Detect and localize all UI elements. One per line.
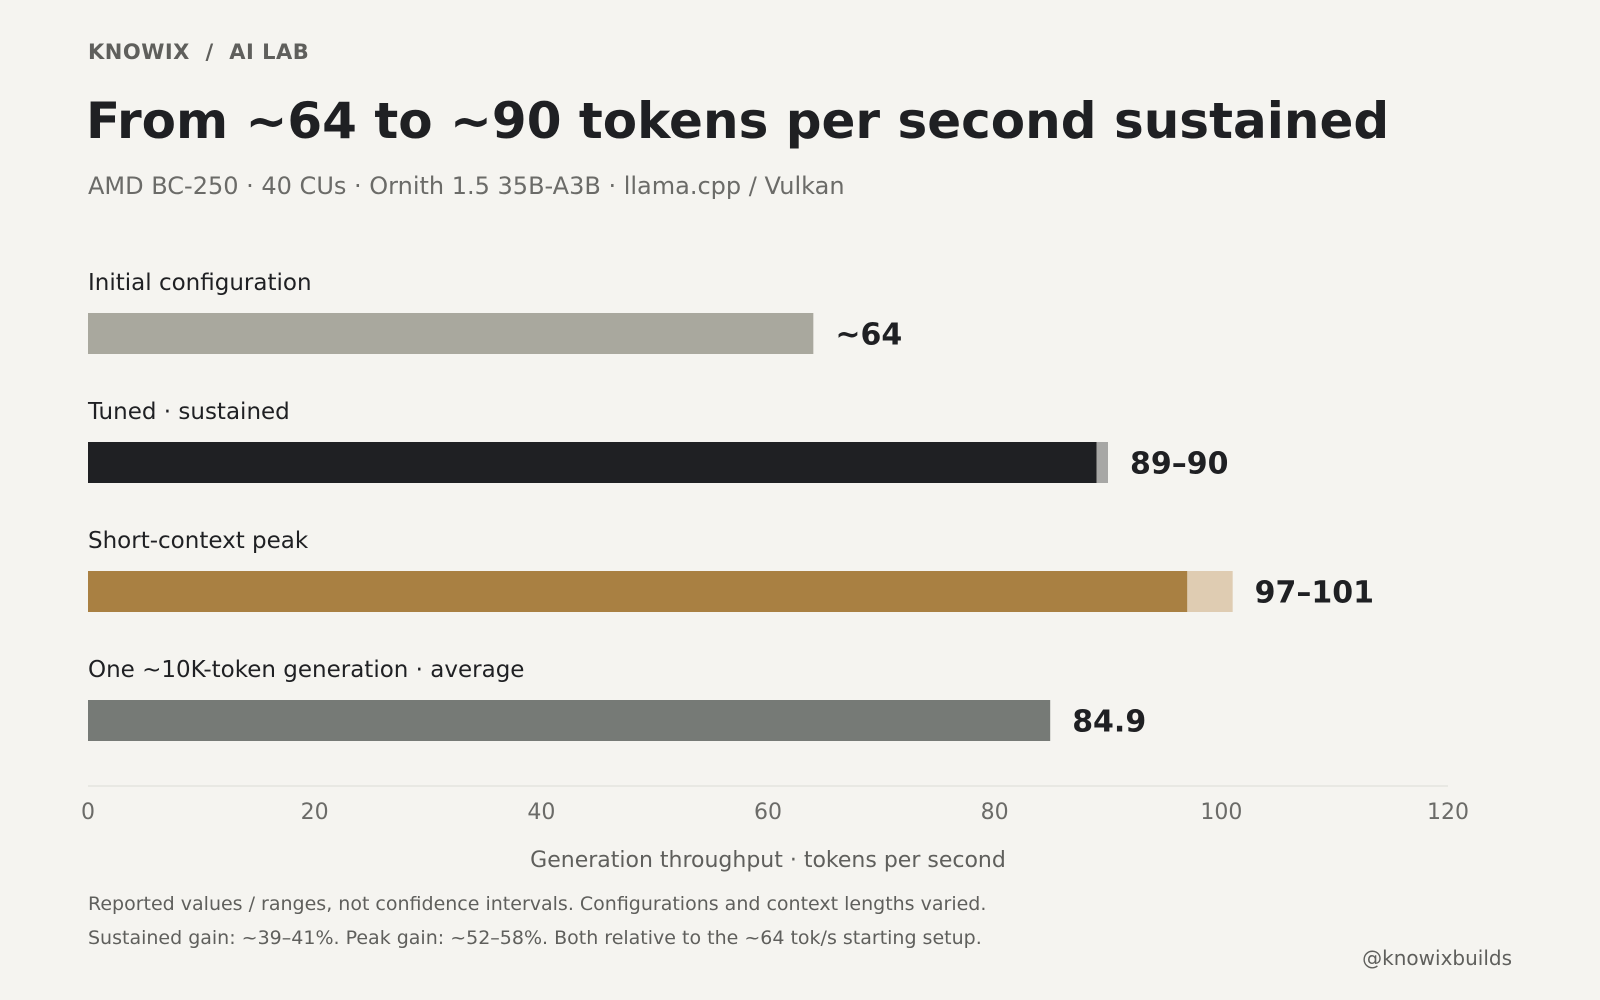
x-tick-label: 80	[981, 800, 1009, 825]
bar	[88, 700, 1051, 741]
bar-range-extension	[1096, 442, 1108, 483]
footnote-2: Sustained gain: ~39–41%. Peak gain: ~52–…	[88, 927, 982, 949]
bar-range-extension	[1187, 571, 1233, 612]
x-axis-label: Generation throughput · tokens per secon…	[530, 848, 1006, 873]
x-tick-label: 0	[81, 800, 95, 825]
bar-category-label: One ~10K-token generation · average	[88, 657, 524, 683]
author-handle: @knowixbuilds	[1362, 946, 1512, 970]
bar	[88, 313, 814, 354]
chart-subtitle: AMD BC-250 · 40 CUs · Ornith 1.5 35B-A3B…	[88, 172, 845, 200]
bar-category-label: Tuned · sustained	[87, 399, 290, 425]
bar	[88, 442, 1097, 483]
bar-value-label: 84.9	[1072, 705, 1146, 740]
footnote-1: Reported values / ranges, not confidence…	[88, 893, 987, 915]
x-tick-label: 40	[527, 800, 555, 825]
x-tick-label: 60	[754, 800, 782, 825]
x-tick-label: 20	[301, 800, 329, 825]
bar	[88, 571, 1188, 612]
bar-value-label: ~64	[835, 318, 902, 353]
bar-value-label: 89–90	[1130, 447, 1229, 482]
x-tick-label: 120	[1427, 800, 1469, 825]
x-tick-label: 100	[1200, 800, 1242, 825]
bar-category-label: Initial configuration	[88, 270, 312, 296]
bar-value-label: 97–101	[1255, 576, 1374, 611]
chart-title: From ~64 to ~90 tokens per second sustai…	[86, 92, 1390, 150]
bar-category-label: Short-context peak	[88, 528, 309, 554]
brand-kicker: KNOWIX / AI LAB	[88, 40, 310, 64]
